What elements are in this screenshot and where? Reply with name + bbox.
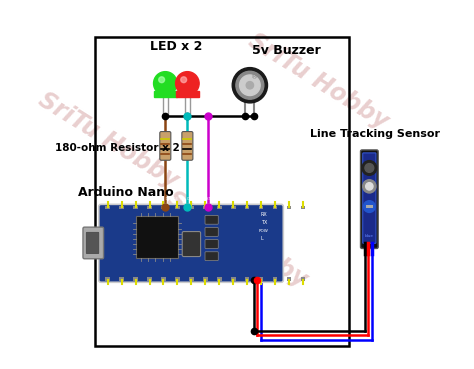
Bar: [133, 206, 138, 210]
Text: Arduino Nano: Arduino Nano: [78, 186, 174, 199]
Bar: [301, 277, 305, 281]
Bar: [105, 277, 110, 281]
Bar: [365, 205, 373, 208]
Text: ®: ®: [251, 75, 258, 81]
Bar: [203, 206, 208, 210]
Text: SriTu Hobby: SriTu Hobby: [163, 187, 311, 292]
Text: blue: blue: [365, 234, 374, 238]
Text: SriTu Hobby: SriTu Hobby: [34, 88, 182, 193]
Circle shape: [181, 77, 187, 83]
Text: RX: RX: [261, 212, 268, 217]
Bar: [259, 206, 264, 210]
Bar: [175, 277, 180, 281]
Circle shape: [239, 75, 260, 96]
Text: 5v Buzzer: 5v Buzzer: [252, 44, 320, 57]
FancyBboxPatch shape: [86, 232, 99, 254]
Text: Line Tracking Sensor: Line Tracking Sensor: [310, 129, 440, 139]
Bar: [154, 92, 177, 97]
Circle shape: [154, 72, 177, 95]
Bar: [136, 216, 178, 258]
Bar: [189, 206, 193, 210]
Bar: [301, 206, 305, 210]
Circle shape: [159, 77, 164, 83]
Bar: [203, 277, 208, 281]
Text: 180-ohm Resistor x 2: 180-ohm Resistor x 2: [55, 144, 180, 154]
FancyBboxPatch shape: [361, 150, 378, 248]
Circle shape: [236, 71, 264, 99]
Bar: [119, 206, 124, 210]
Bar: [147, 206, 152, 210]
FancyBboxPatch shape: [205, 228, 218, 236]
Bar: [287, 206, 292, 210]
Bar: [133, 277, 138, 281]
Circle shape: [246, 82, 254, 89]
Bar: [161, 206, 166, 210]
Circle shape: [364, 201, 375, 213]
Bar: [189, 277, 193, 281]
Bar: [175, 92, 199, 97]
Circle shape: [232, 68, 267, 103]
FancyBboxPatch shape: [205, 239, 218, 248]
Bar: [119, 277, 124, 281]
Bar: [273, 277, 277, 281]
Text: POW: POW: [259, 229, 269, 233]
Bar: [161, 277, 166, 281]
Bar: [231, 206, 236, 210]
Bar: [273, 206, 277, 210]
Text: L: L: [261, 237, 264, 241]
Circle shape: [362, 161, 377, 175]
Circle shape: [363, 180, 376, 193]
Bar: [245, 206, 249, 210]
Circle shape: [175, 72, 199, 95]
Bar: [259, 277, 264, 281]
Text: TX: TX: [261, 220, 267, 225]
Circle shape: [365, 163, 374, 172]
FancyBboxPatch shape: [99, 204, 283, 282]
FancyBboxPatch shape: [182, 232, 201, 256]
Text: D13 D12 D11 D10 D9  D8  D7  D6  D5  D4  D3  D2  GND RST TX  RX: D13 D12 D11 D10 D9 D8 D7 D6 D5 D4 D3 D2 …: [103, 197, 223, 201]
FancyBboxPatch shape: [83, 227, 103, 259]
Bar: [175, 206, 180, 210]
Bar: [287, 277, 292, 281]
FancyBboxPatch shape: [363, 153, 376, 243]
Bar: [217, 206, 221, 210]
Circle shape: [365, 183, 373, 190]
FancyBboxPatch shape: [160, 132, 171, 160]
Bar: [217, 277, 221, 281]
Text: LED x 2: LED x 2: [150, 39, 202, 53]
Bar: [95, 38, 349, 346]
Text: D13 3.3V Ref A0  A1  A2  A3  A4  A5  A6  A7  5V  RST GND VIN: D13 3.3V Ref A0 A1 A2 A3 A4 A5 A6 A7 5V …: [103, 288, 212, 292]
Bar: [147, 277, 152, 281]
Text: SriTu Hobby: SriTu Hobby: [244, 29, 392, 134]
FancyBboxPatch shape: [205, 215, 218, 224]
Bar: [245, 277, 249, 281]
FancyBboxPatch shape: [205, 252, 218, 261]
Bar: [231, 277, 236, 281]
Bar: [105, 206, 110, 210]
FancyBboxPatch shape: [182, 132, 193, 160]
